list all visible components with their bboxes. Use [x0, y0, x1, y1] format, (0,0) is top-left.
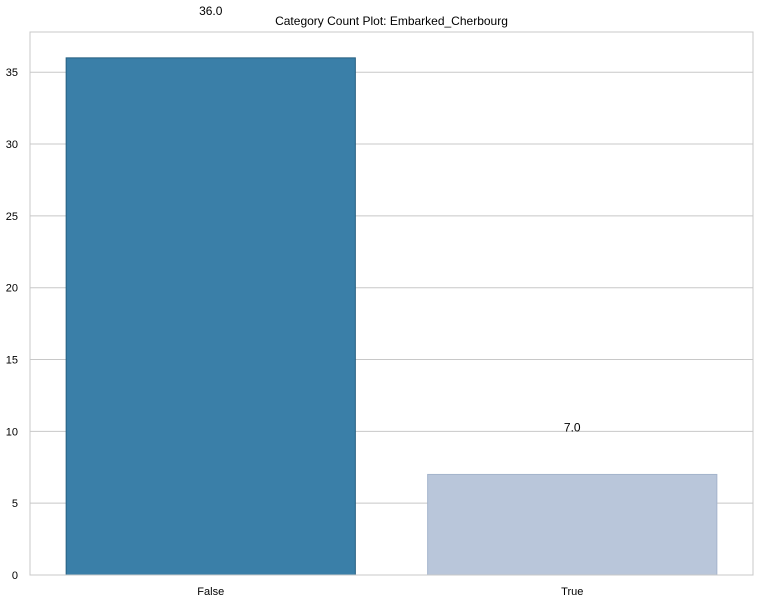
- bar-value-labels: 36.0 7.0: [199, 4, 581, 435]
- y-tick-label: 15: [6, 355, 18, 367]
- y-tick-label: 25: [6, 211, 18, 223]
- y-tick-label: 0: [12, 570, 18, 582]
- bars: [65, 57, 718, 576]
- y-tick-label: 35: [6, 67, 18, 79]
- y-axis-ticks: 0 5 10 15 20 25 30 35: [6, 67, 18, 582]
- x-tick-label: True: [561, 586, 583, 598]
- bar-value-label: 36.0: [199, 4, 223, 18]
- bar-false: [65, 57, 356, 576]
- y-tick-label: 20: [6, 283, 18, 295]
- x-tick-label: False: [197, 586, 224, 598]
- y-tick-label: 30: [6, 139, 18, 151]
- y-tick-label: 5: [12, 498, 18, 510]
- y-tick-label: 10: [6, 426, 18, 438]
- bar-value-label: 7.0: [564, 420, 581, 434]
- chart-title: Category Count Plot: Embarked_Cherbourg: [275, 14, 508, 28]
- bar-true: [427, 473, 718, 576]
- plot-frame: [29, 31, 754, 576]
- x-axis-ticks: False True: [197, 586, 583, 598]
